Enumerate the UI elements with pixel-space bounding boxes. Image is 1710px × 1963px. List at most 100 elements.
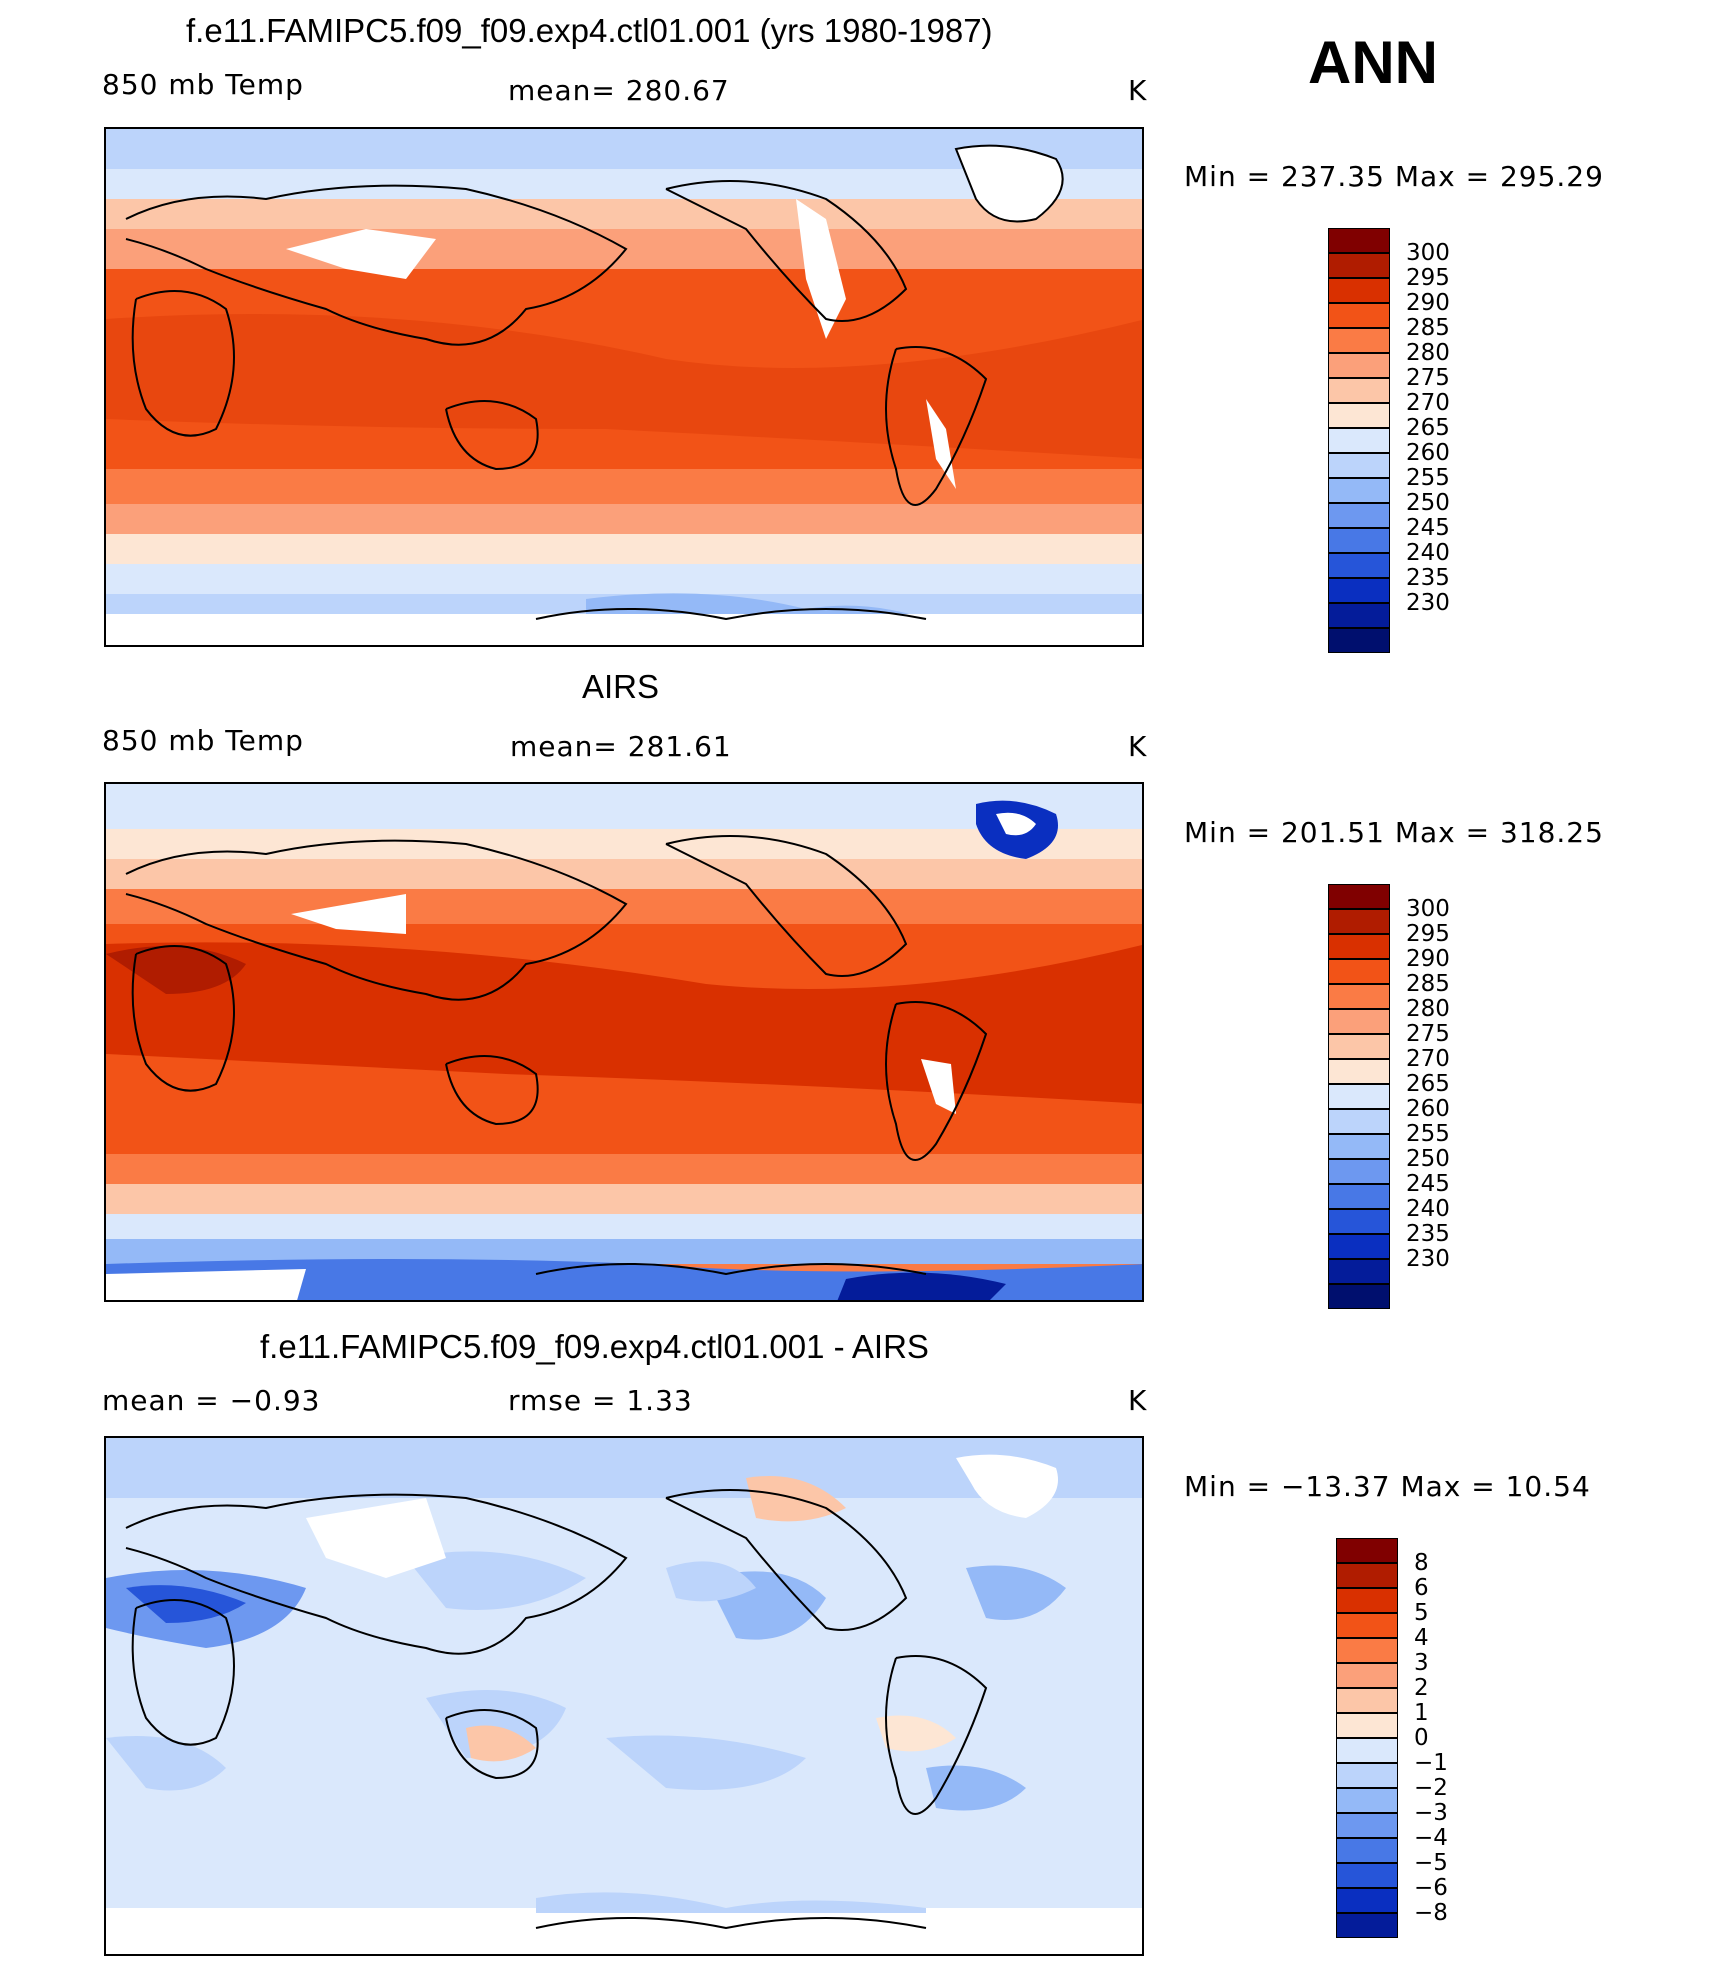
colorbar-swatch (1328, 353, 1390, 378)
colorbar-swatch (1328, 1209, 1390, 1234)
colorbar-swatch (1328, 1034, 1390, 1059)
panel1-variable-label: 850 mb Temp (102, 68, 304, 101)
colorbar-swatch (1336, 1763, 1398, 1788)
colorbar-tick-label: 2 (1414, 1675, 1429, 1701)
colorbar-swatch (1328, 328, 1390, 353)
colorbar-tick-label: 5 (1414, 1600, 1429, 1626)
colorbar-tick-label: 6 (1414, 1575, 1429, 1601)
colorbar-swatch (1328, 1134, 1390, 1159)
panel1-map (104, 127, 1144, 647)
colorbar-tick-label: 245 (1406, 1171, 1450, 1197)
colorbar-tick-label: 300 (1406, 240, 1450, 266)
colorbar-tick-label: 285 (1406, 971, 1450, 997)
colorbar-swatch (1328, 503, 1390, 528)
colorbar-swatch (1328, 1284, 1390, 1309)
colorbar-swatch (1328, 228, 1390, 253)
colorbar-tick-label: 230 (1406, 590, 1450, 616)
colorbar-tick-label: 295 (1406, 265, 1450, 291)
panel1-min-max: Min = 237.35 Max = 295.29 (1184, 160, 1604, 193)
colorbar-swatch (1336, 1713, 1398, 1738)
colorbar-swatch (1336, 1563, 1398, 1588)
colorbar-tick-label: 235 (1406, 1221, 1450, 1247)
colorbar-swatch (1336, 1863, 1398, 1888)
colorbar-tick-label: 275 (1406, 1021, 1450, 1047)
panel3-map (104, 1436, 1144, 1956)
colorbar-tick-label: 250 (1406, 1146, 1450, 1172)
panel2-units-label: K (1128, 730, 1148, 763)
colorbar-swatch (1328, 1184, 1390, 1209)
colorbar-tick-label: 295 (1406, 921, 1450, 947)
panel1-title: f.e11.FAMIPC5.f09_f09.exp4.ctl01.001 (yr… (186, 12, 993, 49)
colorbar-swatch (1336, 1838, 1398, 1863)
colorbar-tick-label: 290 (1406, 946, 1450, 972)
colorbar-swatch (1336, 1588, 1398, 1613)
colorbar-swatch (1328, 453, 1390, 478)
colorbar-swatch (1328, 1009, 1390, 1034)
colorbar-swatch (1336, 1638, 1398, 1663)
colorbar-swatch (1328, 378, 1390, 403)
colorbar-swatch (1328, 528, 1390, 553)
panel2-mean-label: mean= 281.61 (510, 730, 732, 763)
colorbar-swatch (1328, 1109, 1390, 1134)
colorbar-swatch (1328, 984, 1390, 1009)
colorbar-swatch (1328, 603, 1390, 628)
colorbar-swatch (1328, 959, 1390, 984)
colorbar-tick-label: −8 (1414, 1900, 1448, 1926)
colorbar-tick-label: 270 (1406, 390, 1450, 416)
colorbar-swatch (1328, 253, 1390, 278)
colorbar-tick-label: 8 (1414, 1550, 1429, 1576)
colorbar-swatch (1328, 1084, 1390, 1109)
colorbar-tick-label: 275 (1406, 365, 1450, 391)
colorbar-tick-label: −1 (1414, 1750, 1448, 1776)
panel2-variable-label: 850 mb Temp (102, 724, 304, 757)
colorbar-tick-label: 245 (1406, 515, 1450, 541)
panel3-mean-label: mean = −0.93 (102, 1384, 321, 1417)
colorbar-swatch (1328, 1159, 1390, 1184)
panel3-min-max: Min = −13.37 Max = 10.54 (1184, 1470, 1591, 1503)
panel3-rmse-label: rmse = 1.33 (508, 1384, 693, 1417)
colorbar-tick-label: 280 (1406, 996, 1450, 1022)
colorbar-tick-label: 0 (1414, 1725, 1429, 1751)
colorbar-swatch (1328, 1234, 1390, 1259)
colorbar-tick-label: 3 (1414, 1650, 1429, 1676)
colorbar-swatch (1328, 884, 1390, 909)
colorbar-swatch (1336, 1913, 1398, 1938)
colorbar-tick-label: −5 (1414, 1850, 1448, 1876)
colorbar-swatch (1328, 1259, 1390, 1284)
colorbar-tick-label: 230 (1406, 1246, 1450, 1272)
colorbar-swatch (1328, 553, 1390, 578)
colorbar-tick-label: 4 (1414, 1625, 1429, 1651)
panel1-mean-label: mean= 280.67 (508, 74, 730, 107)
colorbar-swatch (1328, 278, 1390, 303)
colorbar-swatch (1336, 1688, 1398, 1713)
colorbar-tick-label: 1 (1414, 1700, 1429, 1726)
colorbar-tick-label: 300 (1406, 896, 1450, 922)
colorbar-tick-label: 265 (1406, 1071, 1450, 1097)
colorbar-tick-label: 260 (1406, 440, 1450, 466)
panel2-map (104, 782, 1144, 1302)
colorbar-tick-label: 240 (1406, 1196, 1450, 1222)
colorbar-tick-label: 290 (1406, 290, 1450, 316)
panel1-units-label: K (1128, 74, 1148, 107)
colorbar-swatch (1328, 1059, 1390, 1084)
colorbar-tick-label: 240 (1406, 540, 1450, 566)
colorbar-swatch (1328, 478, 1390, 503)
colorbar-swatch (1336, 1738, 1398, 1763)
colorbar-tick-label: 235 (1406, 565, 1450, 591)
colorbar-swatch (1336, 1813, 1398, 1838)
colorbar-swatch (1328, 934, 1390, 959)
colorbar-swatch (1328, 403, 1390, 428)
colorbar-tick-label: −3 (1414, 1800, 1448, 1826)
colorbar-swatch (1336, 1788, 1398, 1813)
panel3-title: f.e11.FAMIPC5.f09_f09.exp4.ctl01.001 - A… (260, 1328, 929, 1365)
colorbar-tick-label: 255 (1406, 465, 1450, 491)
panel2-min-max: Min = 201.51 Max = 318.25 (1184, 816, 1604, 849)
colorbar-swatch (1328, 428, 1390, 453)
colorbar-tick-label: 285 (1406, 315, 1450, 341)
colorbar-tick-label: −2 (1414, 1775, 1448, 1801)
panel3-units-label: K (1128, 1384, 1148, 1417)
colorbar-swatch (1328, 303, 1390, 328)
colorbar-swatch (1336, 1663, 1398, 1688)
colorbar-swatch (1328, 909, 1390, 934)
colorbar-swatch (1336, 1888, 1398, 1913)
